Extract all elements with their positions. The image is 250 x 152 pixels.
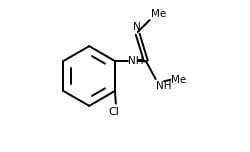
Text: Cl: Cl [109, 107, 120, 117]
Text: NH: NH [156, 81, 172, 91]
Text: Me: Me [171, 75, 186, 85]
Text: Me: Me [151, 9, 166, 19]
Text: NH: NH [128, 56, 144, 66]
Text: N: N [133, 22, 141, 32]
